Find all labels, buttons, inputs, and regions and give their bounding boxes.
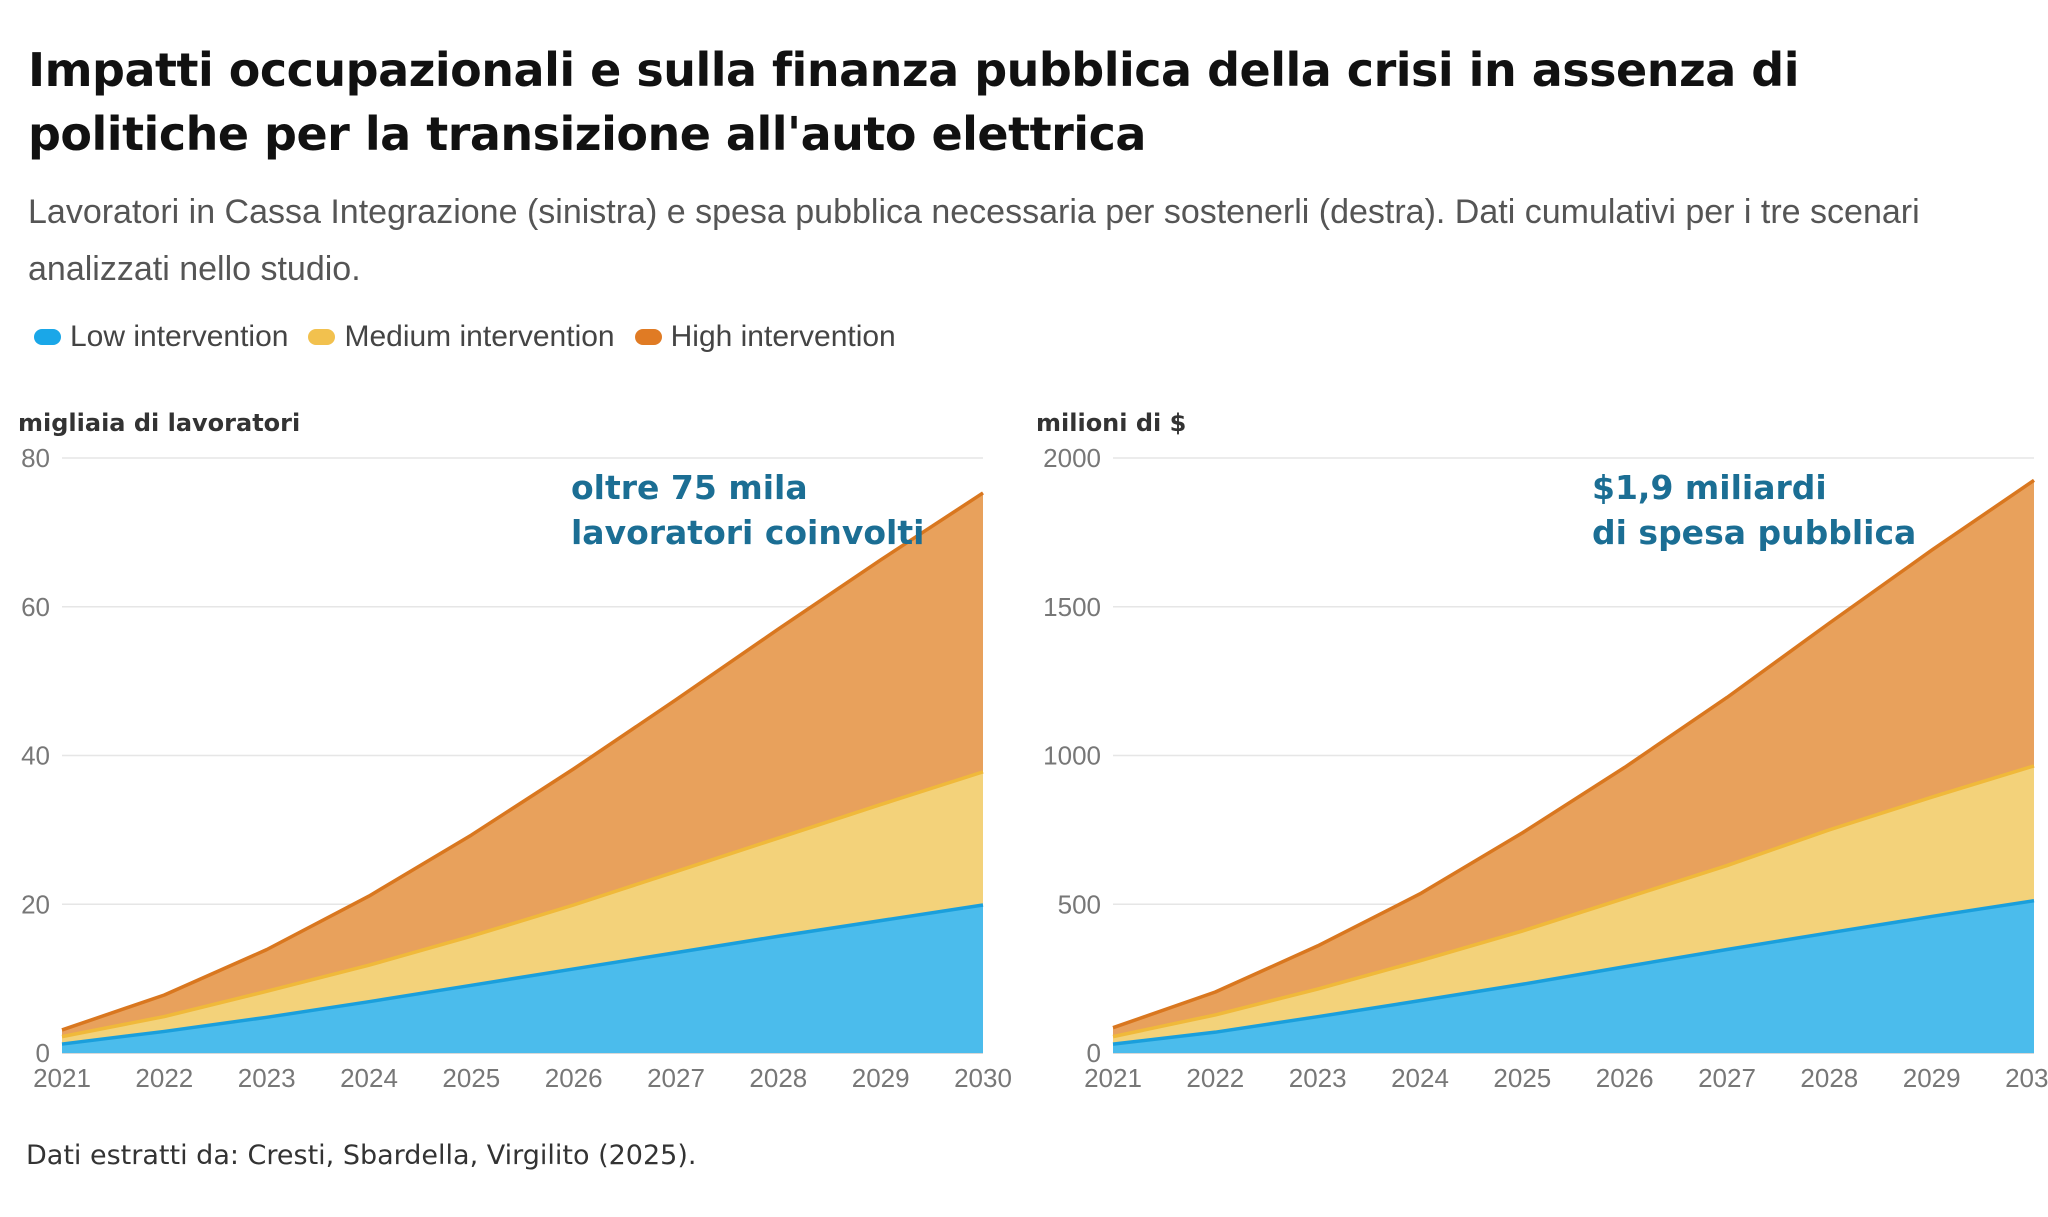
x-tick-label: 2028 <box>749 1063 807 1093</box>
legend-label-high: High intervention <box>670 320 896 353</box>
y-axis-label: milioni di $ <box>1036 409 1186 437</box>
legend-swatch-low <box>34 329 61 345</box>
legend-swatch-high <box>634 329 662 345</box>
x-tick-label: 2025 <box>442 1063 500 1093</box>
x-tick-label: 2025 <box>1493 1063 1551 1093</box>
chart-title: Impatti occupazionali e sulla finanza pu… <box>28 43 1799 161</box>
legend-item-high: High intervention <box>634 320 896 354</box>
y-tick-label: 500 <box>1058 889 1101 919</box>
x-tick-label: 2023 <box>1289 1063 1347 1093</box>
x-tick-label: 2022 <box>1186 1063 1244 1093</box>
x-tick-label: 2027 <box>647 1063 705 1093</box>
x-tick-label: 2023 <box>238 1063 296 1093</box>
legend-label-medium: Medium intervention <box>344 320 615 353</box>
x-tick-label: 2029 <box>1903 1063 1961 1093</box>
line-low <box>61 903 984 1046</box>
y-tick-label: 20 <box>21 889 50 919</box>
x-tick-label: 2030 <box>2005 1063 2048 1093</box>
x-tick-label: 2021 <box>33 1063 91 1093</box>
x-tick-label: 2026 <box>545 1063 603 1093</box>
workers-chart: migliaia di lavoratori 0 20 40 60 80 2021 2022 2… <box>0 395 1030 1115</box>
x-tick-label: 2024 <box>340 1063 398 1093</box>
legend-item-low: Low intervention <box>34 320 288 354</box>
line-low <box>1112 898 2035 1046</box>
legend-label-low: Low intervention <box>70 320 289 353</box>
y-tick-label: 80 <box>21 443 50 473</box>
legend: Low intervention Medium intervention Hig… <box>34 320 916 354</box>
spending-chart-svg: milioni di $ 0 500 1000 1500 2000 2021 2022 2023… <box>1036 409 2048 1093</box>
area-high <box>1113 480 2034 1037</box>
x-tick-label: 2026 <box>1596 1063 1654 1093</box>
line-high <box>61 491 984 1032</box>
line-high <box>1112 478 2035 1030</box>
y-tick-label: 60 <box>21 592 50 622</box>
workers-chart-svg: migliaia di lavoratori 0 20 40 60 80 2021 2022 2… <box>18 409 1012 1093</box>
annotation-line: lavoratori coinvolti <box>571 513 924 552</box>
y-tick-label: 0 <box>1087 1038 1101 1068</box>
y-tick-label: 40 <box>21 741 50 771</box>
annotation-line: di spesa pubblica <box>1592 513 1916 552</box>
x-tick-label: 2022 <box>135 1063 193 1093</box>
spending-chart: milioni di $ 0 500 1000 1500 2000 2021 2022 2023… <box>1030 395 2048 1115</box>
x-tick-label: 2024 <box>1391 1063 1449 1093</box>
chart-subtitle: Lavoratori in Cassa Integrazione (sinist… <box>28 193 1920 288</box>
y-tick-label: 0 <box>36 1038 50 1068</box>
annotation-line: oltre 75 mila <box>571 468 808 507</box>
y-axis-label: migliaia di lavoratori <box>18 409 300 437</box>
area-medium <box>1113 765 2034 1045</box>
line-medium <box>61 770 984 1039</box>
legend-item-medium: Medium intervention <box>308 320 615 354</box>
x-tick-label: 2030 <box>954 1063 1012 1093</box>
y-tick-label: 1500 <box>1043 592 1101 622</box>
annotation-line: $1,9 miliardi <box>1592 468 1827 507</box>
y-tick-label: 1000 <box>1043 741 1101 771</box>
x-tick-label: 2027 <box>1698 1063 1756 1093</box>
x-tick-label: 2028 <box>1800 1063 1858 1093</box>
line-medium <box>1112 764 2035 1039</box>
x-tick-label: 2021 <box>1084 1063 1142 1093</box>
x-tick-label: 2029 <box>852 1063 910 1093</box>
legend-swatch-medium <box>308 329 336 345</box>
area-high <box>62 492 983 1037</box>
area-medium <box>62 771 983 1045</box>
y-tick-label: 2000 <box>1043 443 1101 473</box>
source-note: Dati estratti da: Cresti, Sbardella, Vir… <box>26 1140 697 1171</box>
